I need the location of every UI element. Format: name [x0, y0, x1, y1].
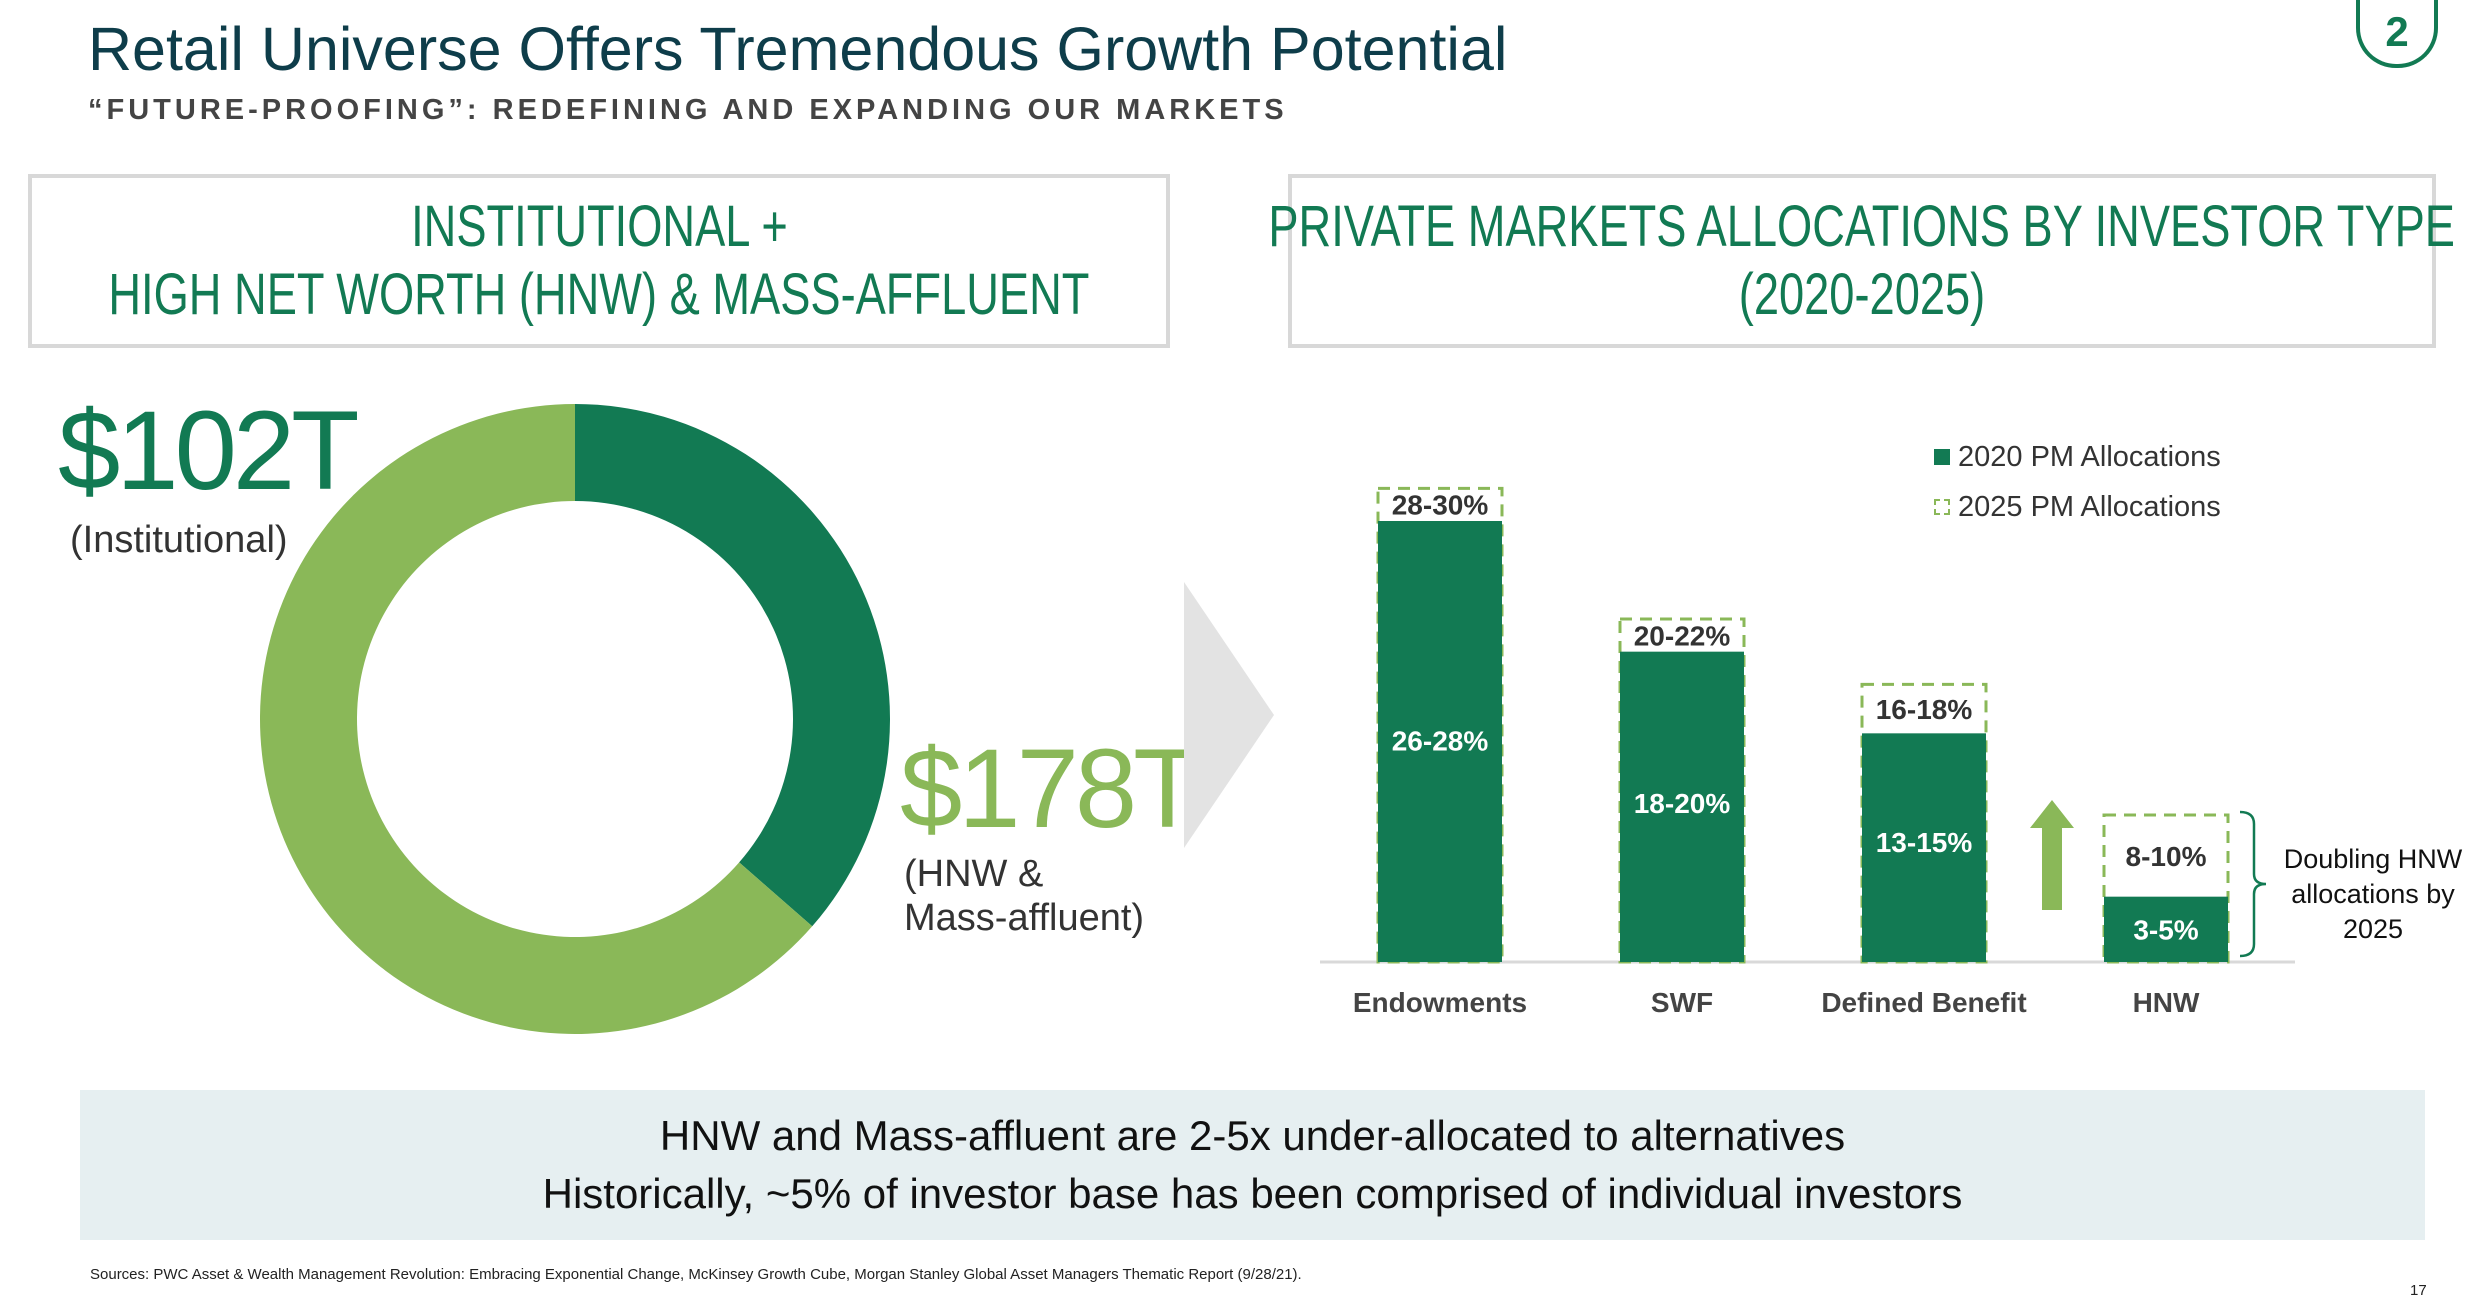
- bar-2020-hnw: [2104, 896, 2228, 962]
- institutional-value: $102T: [58, 388, 360, 513]
- legend-label-2025: 2025 PM Allocations: [1958, 491, 2221, 523]
- right-heading-line2: (2020-2025): [1738, 262, 1986, 327]
- bar-2025-hnw: [2102, 813, 2230, 964]
- section-badge: 2: [2356, 0, 2438, 68]
- hnw-annotation: Doubling HNW allocations by 2025: [2268, 842, 2478, 947]
- legend-swatch-dashed: [1934, 499, 1950, 515]
- annotation-line2: allocations by: [2291, 879, 2455, 909]
- donut-slice-institutional: [575, 404, 891, 927]
- right-panel-heading: PRIVATE MARKETS ALLOCATIONS BY INVESTOR …: [1269, 174, 2455, 348]
- data-label-2020-defined-benefit: 13-15%: [1876, 827, 1973, 858]
- up-arrow-icon: [2030, 800, 2074, 910]
- bar-2020-endowments: [1378, 521, 1502, 962]
- x-tick-label-endowments: Endowments: [1353, 987, 1527, 1018]
- annotation-line3: 2025: [2342, 914, 2404, 944]
- bar-chart: 28-30% 26-28% Endowments 20-22% 18-20% SWF 16-…: [1320, 486, 2295, 1018]
- x-tick-label-hnw: HNW: [2133, 987, 2200, 1018]
- institutional-label: (Institutional): [70, 519, 288, 561]
- sources-note: Sources: PWC Asset & Wealth Management R…: [90, 1266, 1302, 1283]
- annotation-line1: Doubling HNW: [2283, 844, 2463, 874]
- hnw-label: (HNW & Mass-affluent): [904, 852, 1144, 940]
- page-subtitle: “FUTURE-PROOFING”: REDEFINING AND EXPAND…: [88, 94, 1288, 126]
- data-label-2025-defined-benefit: 16-18%: [1876, 694, 1973, 725]
- data-label-2025-swf: 20-22%: [1634, 620, 1731, 651]
- hnw-label-line2: Mass-affluent): [904, 897, 1145, 939]
- x-tick-label-defined-benefit: Defined Benefit: [1821, 987, 2026, 1018]
- chart-legend: 2020 PM Allocations 2025 PM Allocations: [1934, 432, 2221, 532]
- legend-swatch-solid: [1934, 449, 1950, 465]
- callout-line1: HNW and Mass-affluent are 2-5x under-all…: [659, 1112, 1846, 1159]
- bracket-icon: [2239, 810, 2267, 958]
- bar-2020-swf: [1620, 651, 1744, 962]
- right-heading-line1: PRIVATE MARKETS ALLOCATIONS BY INVESTOR …: [1268, 194, 2456, 259]
- bar-2020-defined-benefit: [1862, 733, 1986, 962]
- legend-item-2020: 2020 PM Allocations: [1934, 432, 2221, 482]
- page-number: 17: [2410, 1282, 2427, 1299]
- x-tick-label-swf: SWF: [1651, 987, 1713, 1018]
- data-label-2025-endowments: 28-30%: [1392, 490, 1489, 521]
- left-heading-line2: HIGH NET WORTH (HNW) & MASS-AFFLUENT: [108, 262, 1090, 327]
- callout-line2: Historically, ~5% of investor base has b…: [542, 1170, 1963, 1217]
- callout-box: HNW and Mass-affluent are 2-5x under-all…: [80, 1090, 2425, 1240]
- donut-chart: [260, 404, 891, 1034]
- chevron-arrow-icon: [1184, 582, 1274, 848]
- legend-label-2020: 2020 PM Allocations: [1958, 441, 2221, 473]
- data-label-2020-endowments: 26-28%: [1392, 725, 1489, 756]
- donut-slice-hnw-mass-affluent: [260, 404, 813, 1034]
- left-heading-line1: INSTITUTIONAL +: [410, 194, 788, 259]
- left-panel-heading: INSTITUTIONAL + HIGH NET WORTH (HNW) & M…: [28, 174, 1170, 348]
- data-label-2025-hnw: 8-10%: [2126, 841, 2207, 872]
- legend-item-2025: 2025 PM Allocations: [1934, 482, 2221, 532]
- data-label-2020-hnw: 3-5%: [2133, 914, 2198, 945]
- page-title: Retail Universe Offers Tremendous Growth…: [88, 15, 1508, 83]
- hnw-label-line1: (HNW &: [904, 853, 1044, 895]
- data-label-2020-swf: 18-20%: [1634, 788, 1731, 819]
- hnw-value: $178T: [900, 726, 1202, 851]
